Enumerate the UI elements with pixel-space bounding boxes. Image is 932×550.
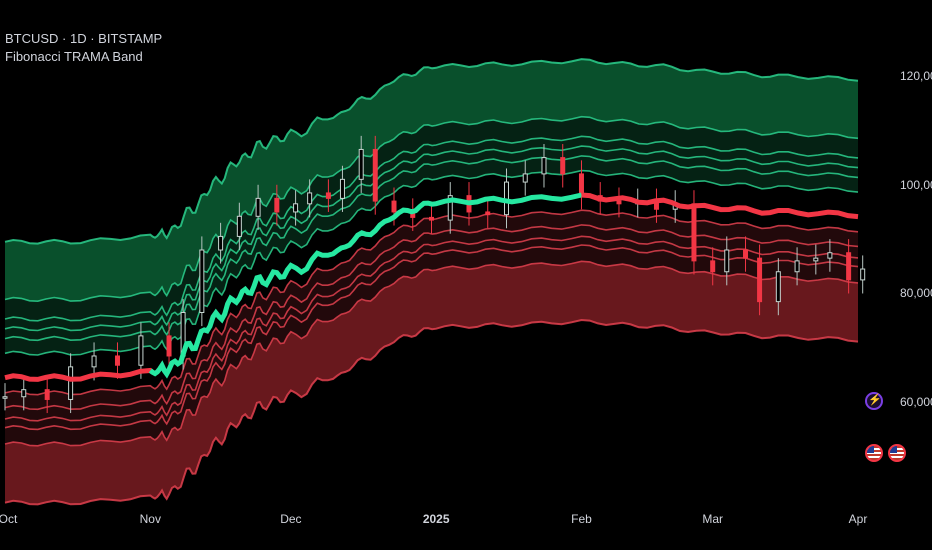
trama-basis-bull [148, 192, 583, 379]
candle-body [391, 200, 397, 213]
candle-body [91, 355, 97, 368]
trama-basis-bear-end [581, 192, 859, 220]
lower-band-line-2 [4, 224, 859, 411]
time-tick-label: Nov [139, 512, 161, 526]
upper-inner-band-fill [5, 116, 858, 355]
lightning-badge-icon[interactable] [865, 392, 883, 410]
us-flag-icon[interactable] [888, 444, 906, 462]
price-tick-label: 100,000 [900, 177, 932, 192]
upper-band-line-6 [4, 58, 859, 245]
candle-body [255, 197, 261, 217]
upper-band-line-3 [4, 145, 859, 332]
candle-body [339, 178, 345, 199]
candle-body [166, 335, 172, 357]
candle-body [541, 157, 547, 175]
candle-body [860, 268, 866, 281]
lower-band-line-4 [4, 244, 859, 431]
symbol-title[interactable]: BTCUSD · 1D · BITSTAMP [5, 31, 163, 46]
candle-body [236, 215, 242, 237]
lower-outer-band-fill [5, 261, 858, 505]
lower-band-line-3 [4, 235, 859, 422]
candle-body [199, 249, 205, 313]
candle-body [307, 192, 313, 205]
candle-body [68, 366, 74, 400]
lower-band-line-1 [4, 209, 859, 396]
candle-body [293, 203, 299, 213]
time-tick-label: Apr [848, 512, 868, 526]
candle-body [21, 389, 27, 398]
price-tick-label: 120,000 [900, 69, 932, 84]
candle-body [114, 355, 120, 366]
time-tick-label: Feb [571, 512, 592, 526]
candle-body [827, 252, 833, 259]
candle-body [616, 200, 622, 205]
candle-body [743, 249, 749, 259]
candle-body [447, 195, 453, 221]
candle-body [44, 389, 50, 400]
candle-body [274, 197, 280, 213]
lower-band-line-6 [4, 318, 859, 506]
candle-body [775, 271, 781, 303]
candle-body [724, 249, 730, 273]
candle-body [813, 257, 819, 262]
candle-body [522, 173, 528, 183]
lower-band-line-5 [4, 260, 859, 447]
us-flag-icon[interactable] [865, 444, 883, 462]
candle-body [138, 335, 144, 366]
candle-body [710, 260, 716, 273]
candle-body [846, 252, 852, 281]
upper-band-line-4 [4, 135, 859, 322]
candle-body [691, 203, 697, 262]
candle-body [560, 157, 566, 175]
candle-body [757, 257, 763, 303]
time-tick-label: Mar [702, 512, 724, 526]
time-tick-label: Dec [280, 512, 302, 526]
time-tick-label: 2025 [422, 512, 450, 526]
trama-basis-bear-start [4, 367, 155, 382]
lower-inner-band-fill [5, 210, 858, 446]
price-tick-label: 60,000 [900, 395, 932, 410]
time-tick-label: Oct [0, 512, 18, 526]
upper-outer-band-fill [5, 59, 858, 302]
indicator-title[interactable]: Fibonacci TRAMA Band [5, 49, 143, 64]
candle-body [429, 216, 434, 221]
candle-body [218, 235, 224, 251]
candle-body [325, 192, 331, 199]
candle-body [372, 148, 378, 202]
candle-body [794, 260, 800, 273]
upper-band-line-5 [4, 115, 859, 303]
candle-body [578, 173, 584, 197]
candle-body [2, 396, 8, 399]
candle-body [485, 211, 491, 216]
candle-body [358, 148, 364, 180]
price-tick-label: 80,000 [900, 286, 932, 301]
